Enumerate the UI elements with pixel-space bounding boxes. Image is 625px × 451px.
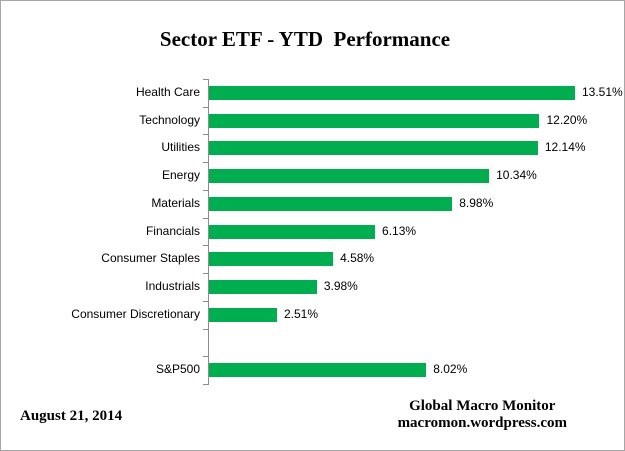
axis-tick: [203, 301, 209, 302]
axis-tick: [203, 79, 209, 80]
value-label: 3.98%: [323, 279, 358, 294]
footer-source: Global Macro Monitor macromon.wordpress.…: [398, 398, 567, 432]
chart-title: Sector ETF - YTD Performance: [159, 27, 451, 51]
value-label: 12.20%: [546, 112, 588, 127]
axis-tick: [203, 384, 209, 385]
value-label: 10.34%: [496, 168, 537, 183]
axis-tick: [203, 245, 209, 246]
bar: [209, 85, 575, 100]
bar-row: Materials 8.98%: [1, 190, 624, 218]
category-label: Financials: [145, 223, 200, 238]
category-label: Health Care: [135, 85, 200, 99]
axis-tick: [203, 190, 209, 191]
footer-source-url: macromon.wordpress.com: [397, 415, 567, 431]
bar: [209, 196, 453, 211]
bar: [209, 224, 376, 239]
axis-tick: [203, 218, 209, 219]
value-label: 12.14%: [544, 140, 586, 155]
axis-tick: [203, 134, 209, 135]
bar: [209, 141, 538, 156]
value-label: 2.51%: [283, 306, 319, 321]
category-label: Consumer Discretionary: [71, 306, 200, 321]
bar-row: Health Care 13.51%: [1, 79, 624, 107]
category-label: Materials: [151, 195, 200, 210]
category-label: Energy: [161, 168, 200, 183]
bar: [209, 113, 540, 128]
bar: [209, 169, 490, 184]
bar-row: Consumer Staples 4.58%: [1, 245, 624, 273]
value-label: 4.58%: [340, 251, 375, 266]
value-label: 13.51%: [581, 85, 623, 99]
axis-tick: [203, 107, 209, 108]
bar: [209, 363, 427, 378]
bar: [209, 252, 334, 267]
category-label: Industrials: [145, 279, 200, 294]
y-axis-line: [208, 79, 209, 385]
axis-tick: [203, 273, 209, 274]
bar: [209, 307, 277, 322]
plot-area: Health Care 13.51% Technology 12.20% Utiliti…: [1, 79, 624, 385]
value-label: 8.98%: [459, 195, 494, 210]
bar-row: Utilities 12.14%: [1, 134, 624, 162]
bar-row: Energy 10.34%: [1, 162, 624, 190]
footer-source-name: Global Macro Monitor: [409, 398, 556, 414]
axis-tick: [203, 162, 209, 163]
category-label: Utilities: [161, 140, 200, 155]
value-label: 6.13%: [382, 223, 417, 238]
category-label: S&P500: [155, 362, 200, 377]
bar: [209, 279, 317, 294]
category-label: Technology: [139, 112, 200, 127]
axis-tick: [203, 329, 209, 330]
bar-row: Technology 12.20%: [1, 107, 624, 135]
category-label: Consumer Staples: [101, 251, 200, 266]
bar-row: [1, 329, 624, 357]
bar-row: Industrials 3.98%: [1, 273, 624, 301]
bar-row: S&P500 8.02%: [1, 356, 624, 384]
bar-row: Consumer Discretionary 2.51%: [1, 301, 624, 329]
value-label: 8.02%: [433, 362, 468, 377]
footer-date: August 21, 2014: [20, 408, 123, 424]
bar-row: Financials 6.13%: [1, 218, 624, 246]
axis-tick: [203, 356, 209, 357]
